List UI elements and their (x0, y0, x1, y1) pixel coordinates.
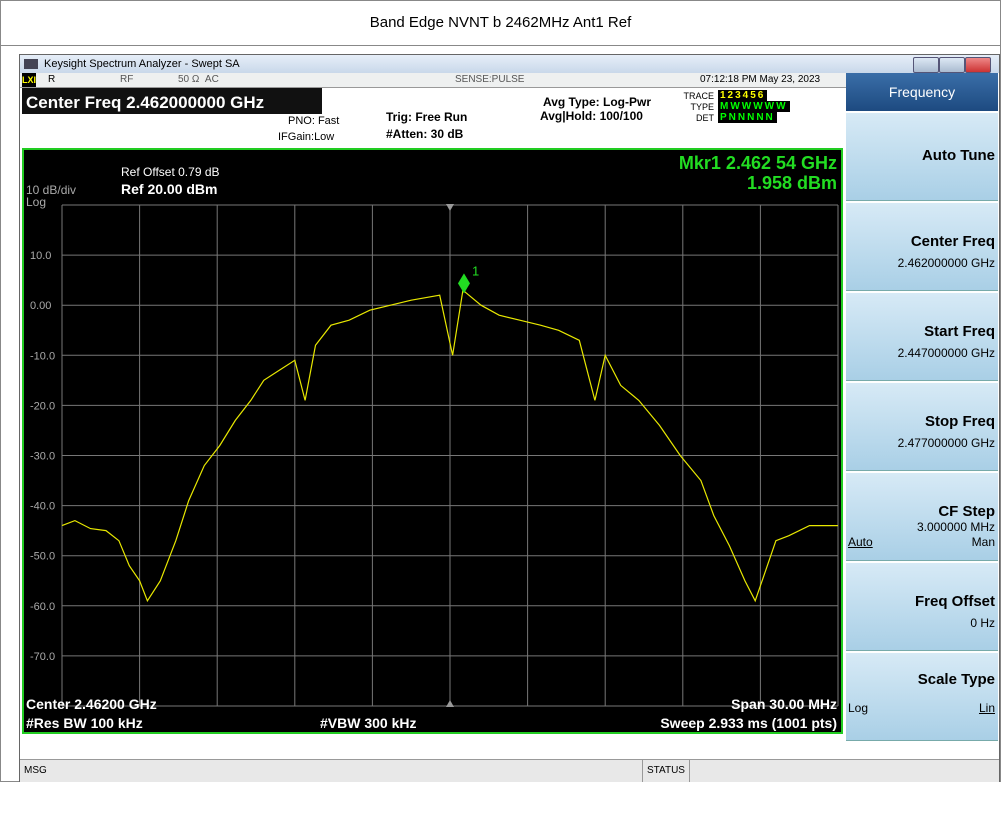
app-icon (24, 59, 38, 69)
marker-amplitude: 1.958 dBm (747, 173, 837, 193)
y-tick-label: -40.0 (30, 501, 55, 513)
minimize-button[interactable] (913, 57, 939, 73)
graph: 10.0 0.00 -10.0 -20.0 -30.0 -40.0 -50.0 -60.0 -7… (22, 148, 843, 734)
marker-number: 1 (472, 263, 479, 278)
softkey-label: Center Freq (910, 233, 995, 250)
ifgain: IFGain:Low (278, 131, 335, 143)
graph-border (22, 148, 843, 734)
trace-panel-row: PNNNNN (718, 112, 777, 123)
y-tick-label: -20.0 (30, 400, 55, 412)
ref-offset: Ref Offset 0.79 dB (121, 165, 220, 179)
status-rf: RF (120, 74, 134, 85)
y-tick-label: -30.0 (30, 451, 55, 463)
status-time: 07:12:18 PM May 23, 2023 (700, 74, 821, 85)
trig: Trig: Free Run (386, 110, 468, 124)
softkey-option-left: Log (848, 701, 869, 715)
softkey-value: 2.462000000 GHz (897, 256, 995, 270)
log-label: Log (26, 195, 46, 209)
softkey-value: 3.000000 MHz (916, 520, 995, 534)
footer-res-bw: #Res BW 100 kHz (26, 715, 143, 731)
status-sense: SENSE:PULSE (455, 74, 525, 85)
marker-freq: Mkr1 2.462 54 GHz (679, 153, 837, 173)
trace-panel-label: DET (696, 113, 714, 123)
trace-panel-row: 123456 (718, 90, 768, 101)
softkey[interactable]: Freq Offset 0 Hz (846, 562, 998, 651)
softkey[interactable]: Center Freq 2.462000000 GHz (846, 202, 998, 291)
pno: PNO: Fast (288, 115, 340, 127)
trace-panel-row: MWWWWW (718, 101, 790, 112)
softkey-value: 2.447000000 GHz (897, 346, 995, 360)
y-tick-label: 10.0 (30, 250, 51, 262)
restore-button[interactable] (939, 57, 965, 73)
footer-sweep: Sweep 2.933 ms (1001 pts) (660, 715, 837, 731)
ref-level: Ref 20.00 dBm (121, 181, 217, 197)
softkey-label: Auto Tune (921, 147, 995, 164)
scale: 10 dB/div (26, 183, 76, 197)
softkey[interactable]: Auto Tune (846, 112, 998, 201)
center-freq-bar (22, 88, 322, 114)
page-title: Band Edge NVNT b 2462MHz Ant1 Ref (0, 0, 1001, 46)
y-tick-label: -70.0 (30, 651, 55, 663)
softkey-title: Frequency (846, 73, 998, 111)
close-button[interactable] (965, 57, 991, 73)
softkey[interactable]: Scale Type Log Lin (846, 652, 998, 741)
status-r: R (48, 74, 56, 85)
y-tick-label: -10.0 (30, 350, 55, 362)
marker-diamond (457, 273, 470, 294)
trace-panel-label: TRACE (683, 91, 714, 101)
y-tick-label: 0.00 (30, 300, 51, 312)
page: Band Edge NVNT b 2462MHz Ant1 Ref Keysig… (0, 0, 1001, 782)
softkey-label: Freq Offset (914, 593, 995, 610)
softkey-option-right: Lin (978, 701, 995, 715)
softkey-option-right: Man (971, 535, 995, 549)
footer-span: Span 30.00 MHz (731, 696, 837, 712)
status-impedance: 50 Ω AC (178, 74, 219, 85)
status-row: LXI R RF 50 Ω AC SENSE:PULSE 07:12:18 PM… (20, 73, 846, 88)
graph-background (22, 148, 843, 734)
avg-type: Avg Type: Log-Pwr (543, 95, 651, 109)
softkey-label: Scale Type (917, 671, 995, 688)
y-tick-label: -60.0 (30, 601, 55, 613)
softkey[interactable]: CF Step 3.000000 MHz Auto Man (846, 472, 998, 561)
softkey-label: CF Step (938, 503, 995, 520)
softkey[interactable]: Stop Freq 2.477000000 GHz (846, 382, 998, 471)
softkey-label: Stop Freq (925, 413, 995, 430)
window-titlebar: Keysight Spectrum Analyzer - Swept SA (20, 55, 999, 73)
footer-vbw: #VBW 300 kHz (320, 715, 416, 731)
avg-hold: Avg|Hold: 100/100 (540, 109, 643, 123)
y-tick-label: -50.0 (30, 551, 55, 563)
trace (61, 289, 838, 603)
atten: #Atten: 30 dB (386, 127, 464, 141)
softkey-option-left: Auto (848, 535, 873, 549)
center-freq: Center Freq 2.462000000 GHz (26, 93, 265, 112)
softkey-value: 2.477000000 GHz (897, 436, 995, 450)
softkey-label: Start Freq (924, 323, 995, 340)
analyzer-window: Keysight Spectrum Analyzer - Swept SA LX… (19, 54, 1000, 782)
trace-panel-label: TYPE (690, 102, 714, 112)
footer-center: Center 2.46200 GHz (26, 696, 157, 712)
status-label: STATUS (642, 760, 690, 782)
message-bar: MSG STATUS (20, 759, 999, 782)
center-triangle-bottom (446, 700, 454, 707)
msg-label: MSG (24, 765, 47, 776)
window-title: Keysight Spectrum Analyzer - Swept SA (44, 58, 240, 70)
center-triangle-top (446, 204, 454, 211)
softkey[interactable]: Start Freq 2.447000000 GHz (846, 292, 998, 381)
softkey-value: 0 Hz (970, 616, 995, 630)
